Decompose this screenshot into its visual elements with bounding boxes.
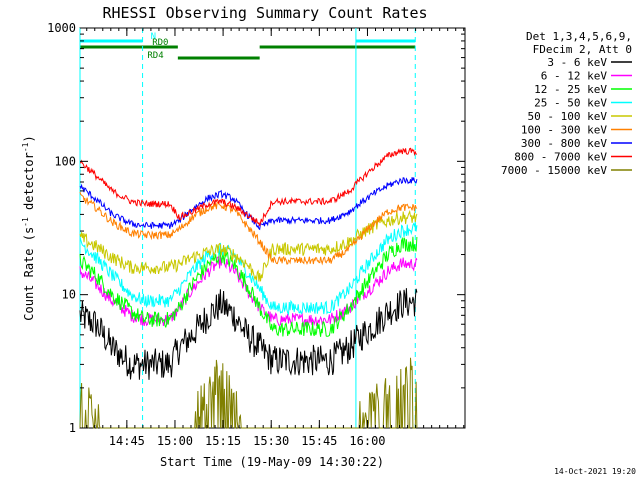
x-tick-label: 15:00 [157, 434, 193, 448]
chart-title: RHESSI Observing Summary Count Rates [102, 4, 427, 22]
flag-bar-label: RD4 [147, 51, 163, 61]
x-axis: 14:45 15:00 15:15 15:30 15:45 16:00 [86, 28, 465, 448]
y-tick-label: 1000 [47, 21, 76, 35]
legend-entry-label: 12 - 25 keV [534, 83, 607, 96]
legend-entry-label: 25 - 50 keV [534, 97, 607, 110]
series-line [79, 191, 418, 266]
series-line [79, 147, 417, 227]
x-tick-label: 14:45 [109, 434, 145, 448]
y-axis-label-end: ) [22, 135, 36, 142]
x-tick-label: 15:15 [205, 434, 241, 448]
y-tick-label: 1 [69, 421, 76, 435]
legend-entry-label: 6 - 12 keV [541, 70, 608, 83]
legend-entry-label: 50 - 100 keV [528, 110, 608, 123]
y-axis-label-sup2: -1 [21, 142, 30, 152]
legend-header-line-1: Det 1,3,4,5,6,9, [526, 30, 632, 43]
legend-entry-label: 100 - 300 keV [521, 124, 607, 137]
series-line [79, 288, 418, 380]
legend-entry-label: 800 - 7000 keV [514, 151, 607, 164]
y-axis-label-mid: detector [22, 152, 36, 217]
series-line [79, 357, 418, 429]
x-tick-label: 16:00 [349, 434, 385, 448]
legend-entry-label: 300 - 800 keV [521, 137, 607, 150]
y-axis: 1 10 100 1000 [47, 21, 465, 435]
legend: Det 1,3,4,5,6,9, FDecim 2, Att 0 3 - 6 k… [501, 30, 632, 177]
legend-entry-label: 7000 - 15000 keV [501, 164, 607, 177]
series-line [79, 209, 418, 282]
series-line [79, 221, 418, 316]
series-layer [79, 147, 418, 429]
x-tick-label: 15:45 [301, 434, 337, 448]
legend-entry-label: 3 - 6 keV [547, 56, 607, 69]
x-axis-label: Start Time (19-May-09 14:30:22) [160, 455, 384, 469]
y-axis-label-sup1: -1 [21, 217, 30, 227]
x-tick-label: 15:30 [253, 434, 289, 448]
y-tick-label: 10 [62, 288, 76, 302]
flag-bar-label: RD0 [152, 38, 168, 48]
series-line [79, 177, 418, 231]
y-axis-label: Count Rate (s-1 detector-1) [21, 135, 36, 320]
series-line [79, 236, 418, 337]
legend-header-line-2: FDecim 2, Att 0 [533, 43, 632, 56]
y-tick-label: 100 [54, 154, 76, 168]
flag-bar-label: N [151, 32, 156, 42]
y-axis-label-main: Count Rate (s [22, 227, 36, 321]
generation-timestamp: 14-Oct-2021 19:20 [554, 467, 636, 476]
